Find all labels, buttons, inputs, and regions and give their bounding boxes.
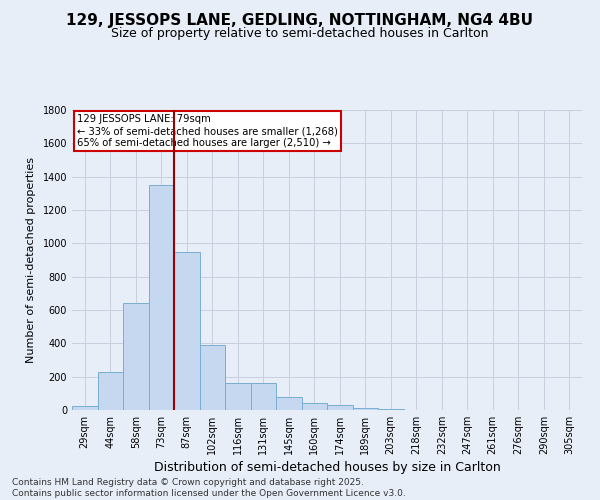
- Bar: [174, 252, 199, 410]
- Bar: [149, 185, 174, 410]
- Bar: [378, 409, 404, 410]
- Text: 129 JESSOPS LANE: 79sqm
← 33% of semi-detached houses are smaller (1,268)
65% of: 129 JESSOPS LANE: 79sqm ← 33% of semi-de…: [77, 114, 338, 148]
- Text: 129, JESSOPS LANE, GEDLING, NOTTINGHAM, NG4 4BU: 129, JESSOPS LANE, GEDLING, NOTTINGHAM, …: [67, 12, 533, 28]
- Bar: [72, 406, 97, 410]
- Bar: [302, 404, 327, 410]
- Text: Contains HM Land Registry data © Crown copyright and database right 2025.
Contai: Contains HM Land Registry data © Crown c…: [12, 478, 406, 498]
- X-axis label: Distribution of semi-detached houses by size in Carlton: Distribution of semi-detached houses by …: [154, 461, 500, 474]
- Text: Size of property relative to semi-detached houses in Carlton: Size of property relative to semi-detach…: [111, 28, 489, 40]
- Bar: [97, 372, 123, 410]
- Bar: [225, 382, 251, 410]
- Bar: [199, 345, 225, 410]
- Bar: [327, 406, 353, 410]
- Y-axis label: Number of semi-detached properties: Number of semi-detached properties: [26, 157, 35, 363]
- Bar: [276, 396, 302, 410]
- Bar: [123, 304, 149, 410]
- Bar: [353, 408, 378, 410]
- Bar: [251, 382, 276, 410]
